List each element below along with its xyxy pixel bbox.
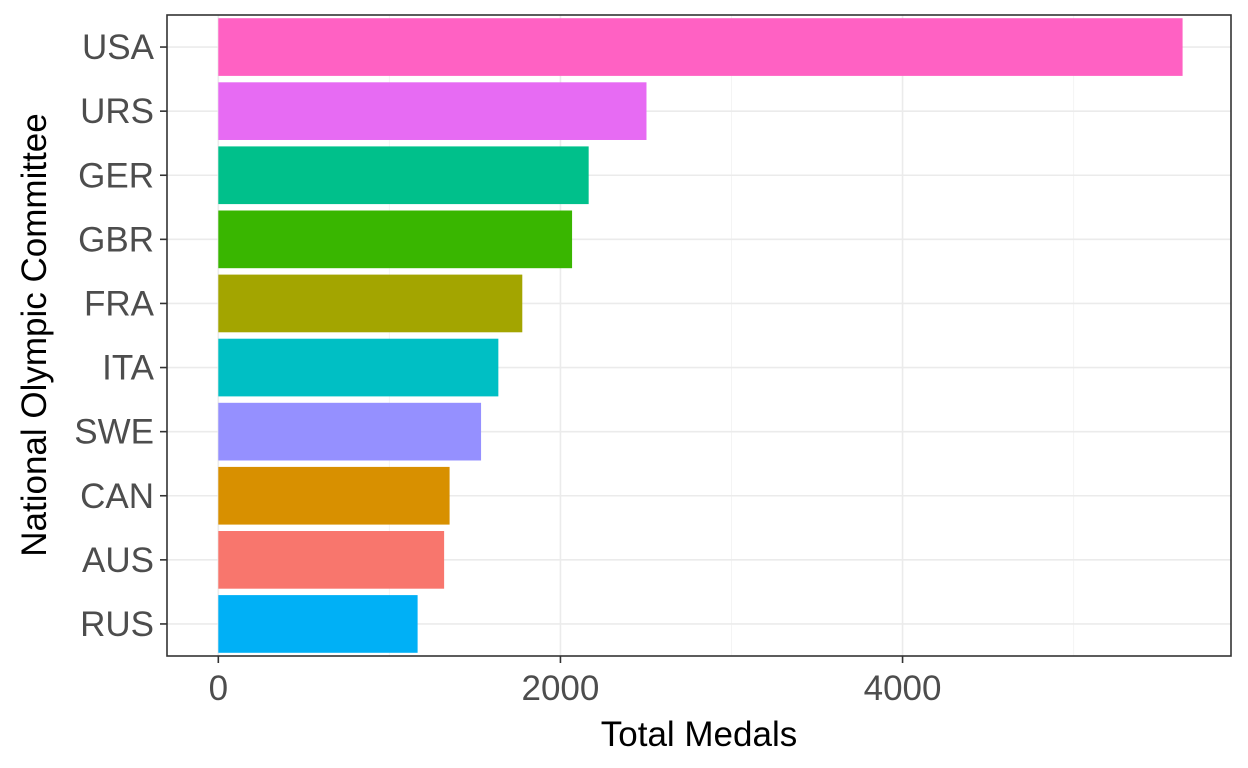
y-tick-label: GBR <box>78 220 154 259</box>
y-tick-label: URS <box>80 92 154 131</box>
bar-swe <box>218 402 482 461</box>
panel-border <box>166 14 1232 657</box>
bar-ger <box>218 146 589 205</box>
bar-fra <box>218 274 523 333</box>
y-tick-label: FRA <box>84 284 155 323</box>
y-tick-label: USA <box>82 28 155 67</box>
x-tick-label: 0 <box>209 669 228 708</box>
y-tick-label: SWE <box>74 413 154 452</box>
y-tick-label: CAN <box>80 477 154 516</box>
y-axis-title: National Olympic Committee <box>15 113 54 556</box>
bar-aus <box>218 531 445 589</box>
y-tick-label: RUS <box>80 605 154 644</box>
x-axis-title: Total Medals <box>601 715 797 754</box>
x-tick-label: 2000 <box>522 669 600 708</box>
x-tick-label: 4000 <box>864 669 942 708</box>
bar-urs <box>218 82 647 140</box>
bar-layer <box>218 18 1183 653</box>
y-tick-label: ITA <box>102 349 155 388</box>
bar-rus <box>218 595 418 653</box>
y-tick-label: GER <box>78 156 154 195</box>
bar-gbr <box>218 210 573 269</box>
tick-layer: USA URS GER GBR FRA ITA SWE CAN AUS RUS 0 2000 4000 <box>74 28 941 708</box>
bar-can <box>218 466 450 525</box>
bar-usa <box>218 18 1183 76</box>
bar-ita <box>218 338 499 397</box>
y-tick-label: AUS <box>82 541 154 580</box>
